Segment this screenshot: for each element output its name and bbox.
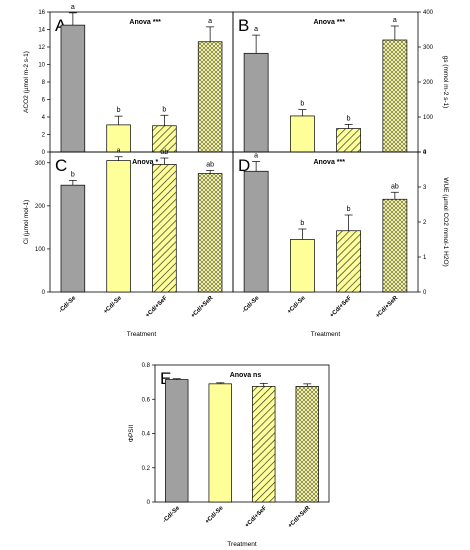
anova-label: Anova ns [230,372,262,379]
bar [208,383,232,503]
anova-label: Anova *** [129,19,161,26]
y-axis-label: Ci (µmol mol-1) [23,200,30,245]
y-tick-label: 14 [38,28,45,34]
bar [336,230,362,293]
panel-letter: E [160,369,171,388]
bar [252,386,276,503]
significance-letter: ab [206,162,214,169]
x-tick-label: +Cd/+SeF [244,505,268,529]
significance-letter: ab [391,183,399,190]
significance-letter: b [347,206,351,213]
x-tick-label: +Cd/+SeR [375,295,400,320]
x-tick-label: +Cd/+SeF [145,295,169,319]
y-tick-label: 1 [423,255,427,261]
y-axis-label: ACO2 (µmol m-2 s-1) [23,51,30,113]
y-axis-label: WUE (µmol CO2 mmol-1 H2O) [442,177,449,266]
x-tick-label: -Cd/-Se [58,295,78,315]
y-tick-label: 200 [423,80,434,86]
bar [290,115,315,153]
x-tick-label: +Cd/+SeR [190,295,215,320]
bar [152,164,177,293]
x-tick-label: -Cd/-Se [162,505,182,525]
panel-letter: B [238,16,249,35]
x-tick-label: +Cd/-Se [287,295,308,316]
bar [336,128,362,153]
y-tick-label: 300 [423,45,434,51]
significance-letter: a [254,26,258,33]
panel-E: 0 0.2 0.4 0.6 0.8 ΦPSII E Anova ns -Cd/-Se +Cd/-S… [128,363,330,548]
y-tick-label: 0 [42,290,46,296]
bar [197,41,223,153]
bar [60,24,86,153]
x-tick-label: +Cd/+SeR [287,505,312,530]
significance-letter: ab [160,149,168,156]
y-axis-label: ΦPSII [128,425,135,443]
bar [60,184,86,293]
x-axis-label: Treatment [127,331,157,338]
significance-letter: a [254,152,258,159]
bar [243,52,269,153]
significance-letter: a [208,18,212,25]
y-tick-label: 200 [35,204,46,210]
y-tick-label: 300 [35,161,46,167]
panel-letter: D [238,156,250,175]
anova-label: Anova *** [313,159,345,166]
y-tick-label: 0.8 [142,363,151,369]
panel-C: 0 100 200 300 Ci (µmol mol-1) C Anova * b a ab ab -… [23,148,234,338]
y-tick-label: 0.6 [142,397,151,403]
y-tick-label: 0.4 [142,432,151,438]
y-tick-label: 0 [42,150,46,156]
y-axis-label: gs (mmol m-2 s-1) [442,56,449,109]
bar [295,386,319,503]
bar [290,239,315,293]
y-tick-label: 12 [38,45,45,51]
y-tick-label: 2 [42,133,46,139]
significance-letter: a [71,4,75,11]
x-tick-label: +Cd/-Se [103,295,124,316]
y-tick-label: 0 [423,150,427,156]
significance-letter: b [300,220,304,227]
bar [165,379,189,503]
significance-letter: a [117,148,121,155]
significance-letter: b [162,106,166,113]
y-tick-label: 3 [423,185,427,191]
significance-letter: a [393,17,397,24]
significance-letter: b [71,171,75,178]
bar [197,173,223,293]
y-tick-label: 8 [42,80,46,86]
y-tick-label: 10 [38,63,45,69]
y-tick-label: 400 [423,10,434,16]
panel-B: 0 100 200 300 400 gs (mmol m-2 s-1) B Anova ***… [232,10,449,156]
panel-D: 0 1 2 3 4 WUE (µmol CO2 mmol-1 H2O) D Anova ***… [232,150,449,338]
x-tick-label: -Cd/-Se [241,295,261,315]
y-tick-label: 0 [147,500,151,506]
x-tick-label: +Cd/+SeF [329,295,353,319]
y-tick-label: 2 [423,220,427,226]
panel-letter: C [55,156,67,175]
y-tick-label: 4 [423,150,427,156]
y-tick-label: 4 [42,115,46,121]
bar [243,170,269,293]
y-tick-label: 100 [423,115,434,121]
anova-label: Anova *** [313,19,345,26]
y-tick-label: 16 [38,10,45,16]
bar [106,160,131,293]
bar [382,39,408,153]
x-axis-label: Treatment [227,541,257,548]
y-tick-label: 6 [42,98,46,104]
anova-label: Anova * [132,159,158,166]
x-tick-label: +Cd/-Se [205,505,226,526]
y-tick-label: 100 [35,247,46,253]
y-tick-label: 0.2 [142,466,151,472]
bar [382,198,408,293]
significance-letter: b [300,101,304,108]
y-tick-label: 0 [423,290,427,296]
significance-letter: b [347,115,351,122]
significance-letter: b [117,107,121,114]
x-axis-label: Treatment [311,331,341,338]
